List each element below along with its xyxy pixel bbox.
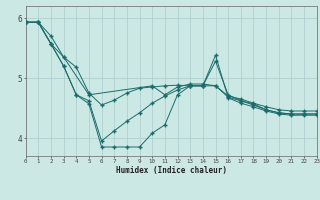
- X-axis label: Humidex (Indice chaleur): Humidex (Indice chaleur): [116, 166, 227, 175]
